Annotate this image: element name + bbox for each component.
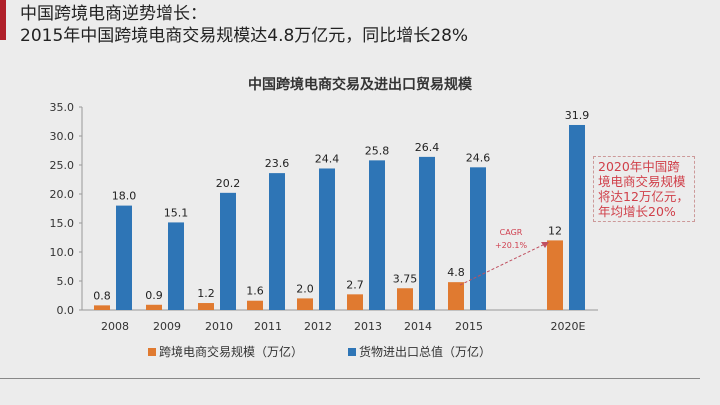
data-label: 0.8: [93, 289, 111, 302]
x-tick-label: 2011: [254, 320, 282, 333]
bar-trade: [319, 168, 335, 310]
heading-line-1: 中国跨境电商逆势增长：: [20, 4, 207, 24]
y-tick-label: 20.0: [50, 188, 75, 201]
x-tick-label: 2012: [304, 320, 332, 333]
x-tick-label: 2013: [354, 320, 382, 333]
data-label: 2.7: [346, 278, 364, 291]
cagr-label: CAGR: [500, 228, 523, 237]
arrow-head-icon: [541, 242, 549, 248]
data-label: 1.6: [246, 285, 264, 298]
legend-swatch: [148, 348, 156, 356]
bar-trade: [116, 205, 132, 310]
bar-ecommerce: [397, 288, 413, 310]
legend-item-ecommerce: 跨境电商交易规模（万亿）: [148, 343, 303, 360]
data-label: 1.2: [197, 287, 215, 300]
bar-ecommerce: [547, 240, 563, 310]
legend-item-trade: 货物进出口总值（万亿）: [348, 343, 491, 360]
data-label: 12: [548, 224, 562, 237]
y-tick-label: 15.0: [50, 217, 75, 230]
divider: [0, 378, 700, 379]
bar-trade: [269, 173, 285, 310]
y-tick-label: 30.0: [50, 130, 75, 143]
data-label: 25.8: [365, 144, 390, 157]
bar-trade: [569, 124, 585, 310]
page-heading: 中国跨境电商逆势增长： 2015年中国跨境电商交易规模达4.8万亿元，同比增长28…: [20, 3, 468, 47]
bar-trade: [220, 192, 236, 310]
cagr-arrow: [459, 242, 548, 286]
y-tick-label: 25.0: [50, 159, 75, 172]
bar-ecommerce: [448, 282, 464, 310]
x-tick-label: 2008: [101, 320, 129, 333]
data-label: 24.4: [315, 152, 340, 165]
bar-trade: [419, 156, 435, 310]
y-tick-label: 35.0: [50, 101, 75, 114]
data-label: 23.6: [265, 157, 290, 170]
data-label: 3.75: [393, 272, 418, 285]
x-tick-label: 2014: [404, 320, 432, 333]
bar-ecommerce: [94, 305, 110, 310]
y-tick-label: 10.0: [50, 246, 75, 259]
data-label: 4.8: [447, 266, 465, 279]
bar-ecommerce: [247, 300, 263, 310]
cagr-value: +20.1%: [495, 241, 528, 250]
x-tick-label: 2009: [153, 320, 181, 333]
y-tick-label: 0.0: [57, 304, 75, 317]
legend-label: 货物进出口总值（万亿）: [359, 345, 492, 359]
x-tick-label: 2015: [455, 320, 483, 333]
forecast-note: 2020年中国跨境电商交易规模将达12万亿元，年均增长20%: [593, 156, 695, 222]
data-label: 0.9: [145, 289, 163, 302]
data-label: 24.6: [466, 151, 491, 164]
data-label: 18.0: [112, 190, 137, 203]
data-label: 31.9: [565, 109, 590, 122]
bar-trade: [369, 160, 385, 310]
bar-trade: [168, 222, 184, 310]
x-tick-label: 2020E: [551, 320, 586, 333]
legend-label: 跨境电商交易规模（万亿）: [159, 345, 304, 359]
data-label: 26.4: [415, 141, 440, 154]
bar-ecommerce: [297, 298, 313, 310]
data-label: 15.1: [164, 206, 189, 219]
chart-title: 中国跨境电商交易及进出口贸易规模: [248, 77, 472, 93]
heading-line-2: 2015年中国跨境电商交易规模达4.8万亿元，同比增长28%: [20, 26, 469, 46]
bar-ecommerce: [146, 304, 162, 310]
accent-bar: [0, 0, 6, 40]
bar-trade: [470, 167, 486, 310]
data-label: 20.2: [216, 177, 241, 190]
y-tick-label: 5.0: [57, 275, 75, 288]
x-tick-label: 2010: [205, 320, 233, 333]
bar-ecommerce: [347, 294, 363, 310]
data-label: 2.0: [296, 282, 314, 295]
bar-ecommerce: [198, 303, 214, 310]
legend-swatch: [348, 348, 356, 356]
